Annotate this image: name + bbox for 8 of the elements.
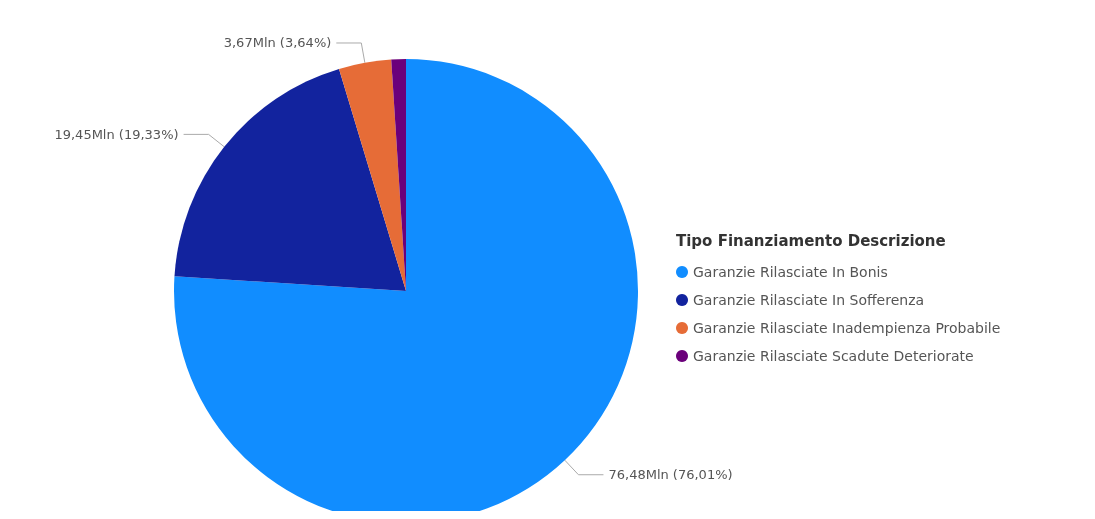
- legend-label: Garanzie Rilasciate In Bonis: [693, 264, 888, 280]
- data-label: 76,48Mln (76,01%): [608, 467, 733, 483]
- legend-label: Garanzie Rilasciate Inadempienza Probabile: [693, 320, 1001, 336]
- legend-label: Garanzie Rilasciate In Sofferenza: [693, 292, 925, 308]
- legend-title: Tipo Finanziamento Descrizione: [676, 231, 946, 250]
- data-label: 19,45Mln (19,33%): [54, 126, 179, 142]
- legend-label: Garanzie Rilasciate Scadute Deteriorate: [693, 348, 974, 364]
- data-label: 3,67Mln (3,64%): [223, 35, 332, 51]
